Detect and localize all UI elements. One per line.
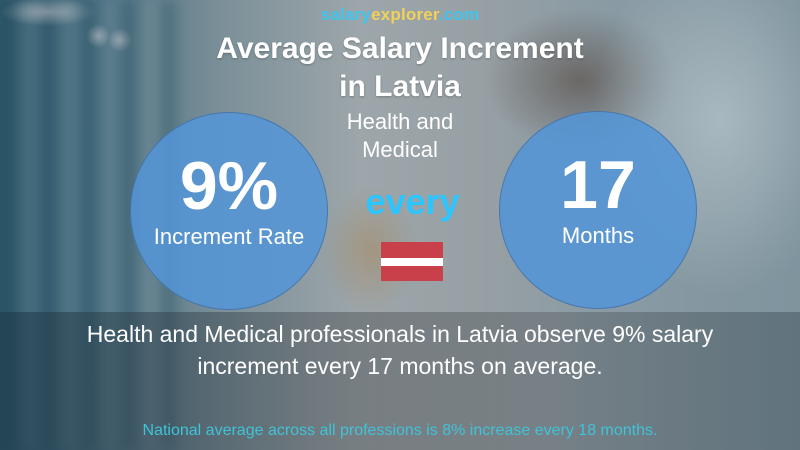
national-average-note: National average across all professions … [142,422,658,439]
title-line-2: in Latvia [339,70,461,103]
subtitle-line-2: Medical [362,137,438,162]
flag-stripe-bottom [381,266,443,281]
summary-text: Health and Medical professionals in Latv… [10,318,790,382]
logo-part-explorer: explorer [371,5,439,24]
summary-line-2: increment every 17 months on average. [197,353,603,379]
months-value: 17 [560,147,636,223]
profession-subtitle: Health and Medical [0,108,800,164]
increment-rate-circle: 9% Increment Rate [130,112,328,310]
logo-part-salary: salary [320,5,372,24]
site-logo[interactable]: salaryexplorer.com [0,5,800,25]
months-circle: 17 Months [499,111,697,309]
flag-stripe-top [381,242,443,258]
subtitle-line-1: Health and [346,109,454,134]
summary-line-1: Health and Medical professionals in Latv… [86,321,714,347]
months-label: Months [561,223,635,248]
latvia-flag-icon [381,242,443,281]
page-title: Average Salary Increment in Latvia [0,30,800,106]
logo-part-domain: .com [438,5,480,24]
increment-rate-label: Increment Rate [153,224,305,249]
increment-rate-value: 9% [179,148,279,224]
flag-stripe-middle [381,258,443,266]
summary-band [0,312,800,450]
title-line-1: Average Salary Increment [216,32,584,65]
every-connector: every [365,181,460,222]
